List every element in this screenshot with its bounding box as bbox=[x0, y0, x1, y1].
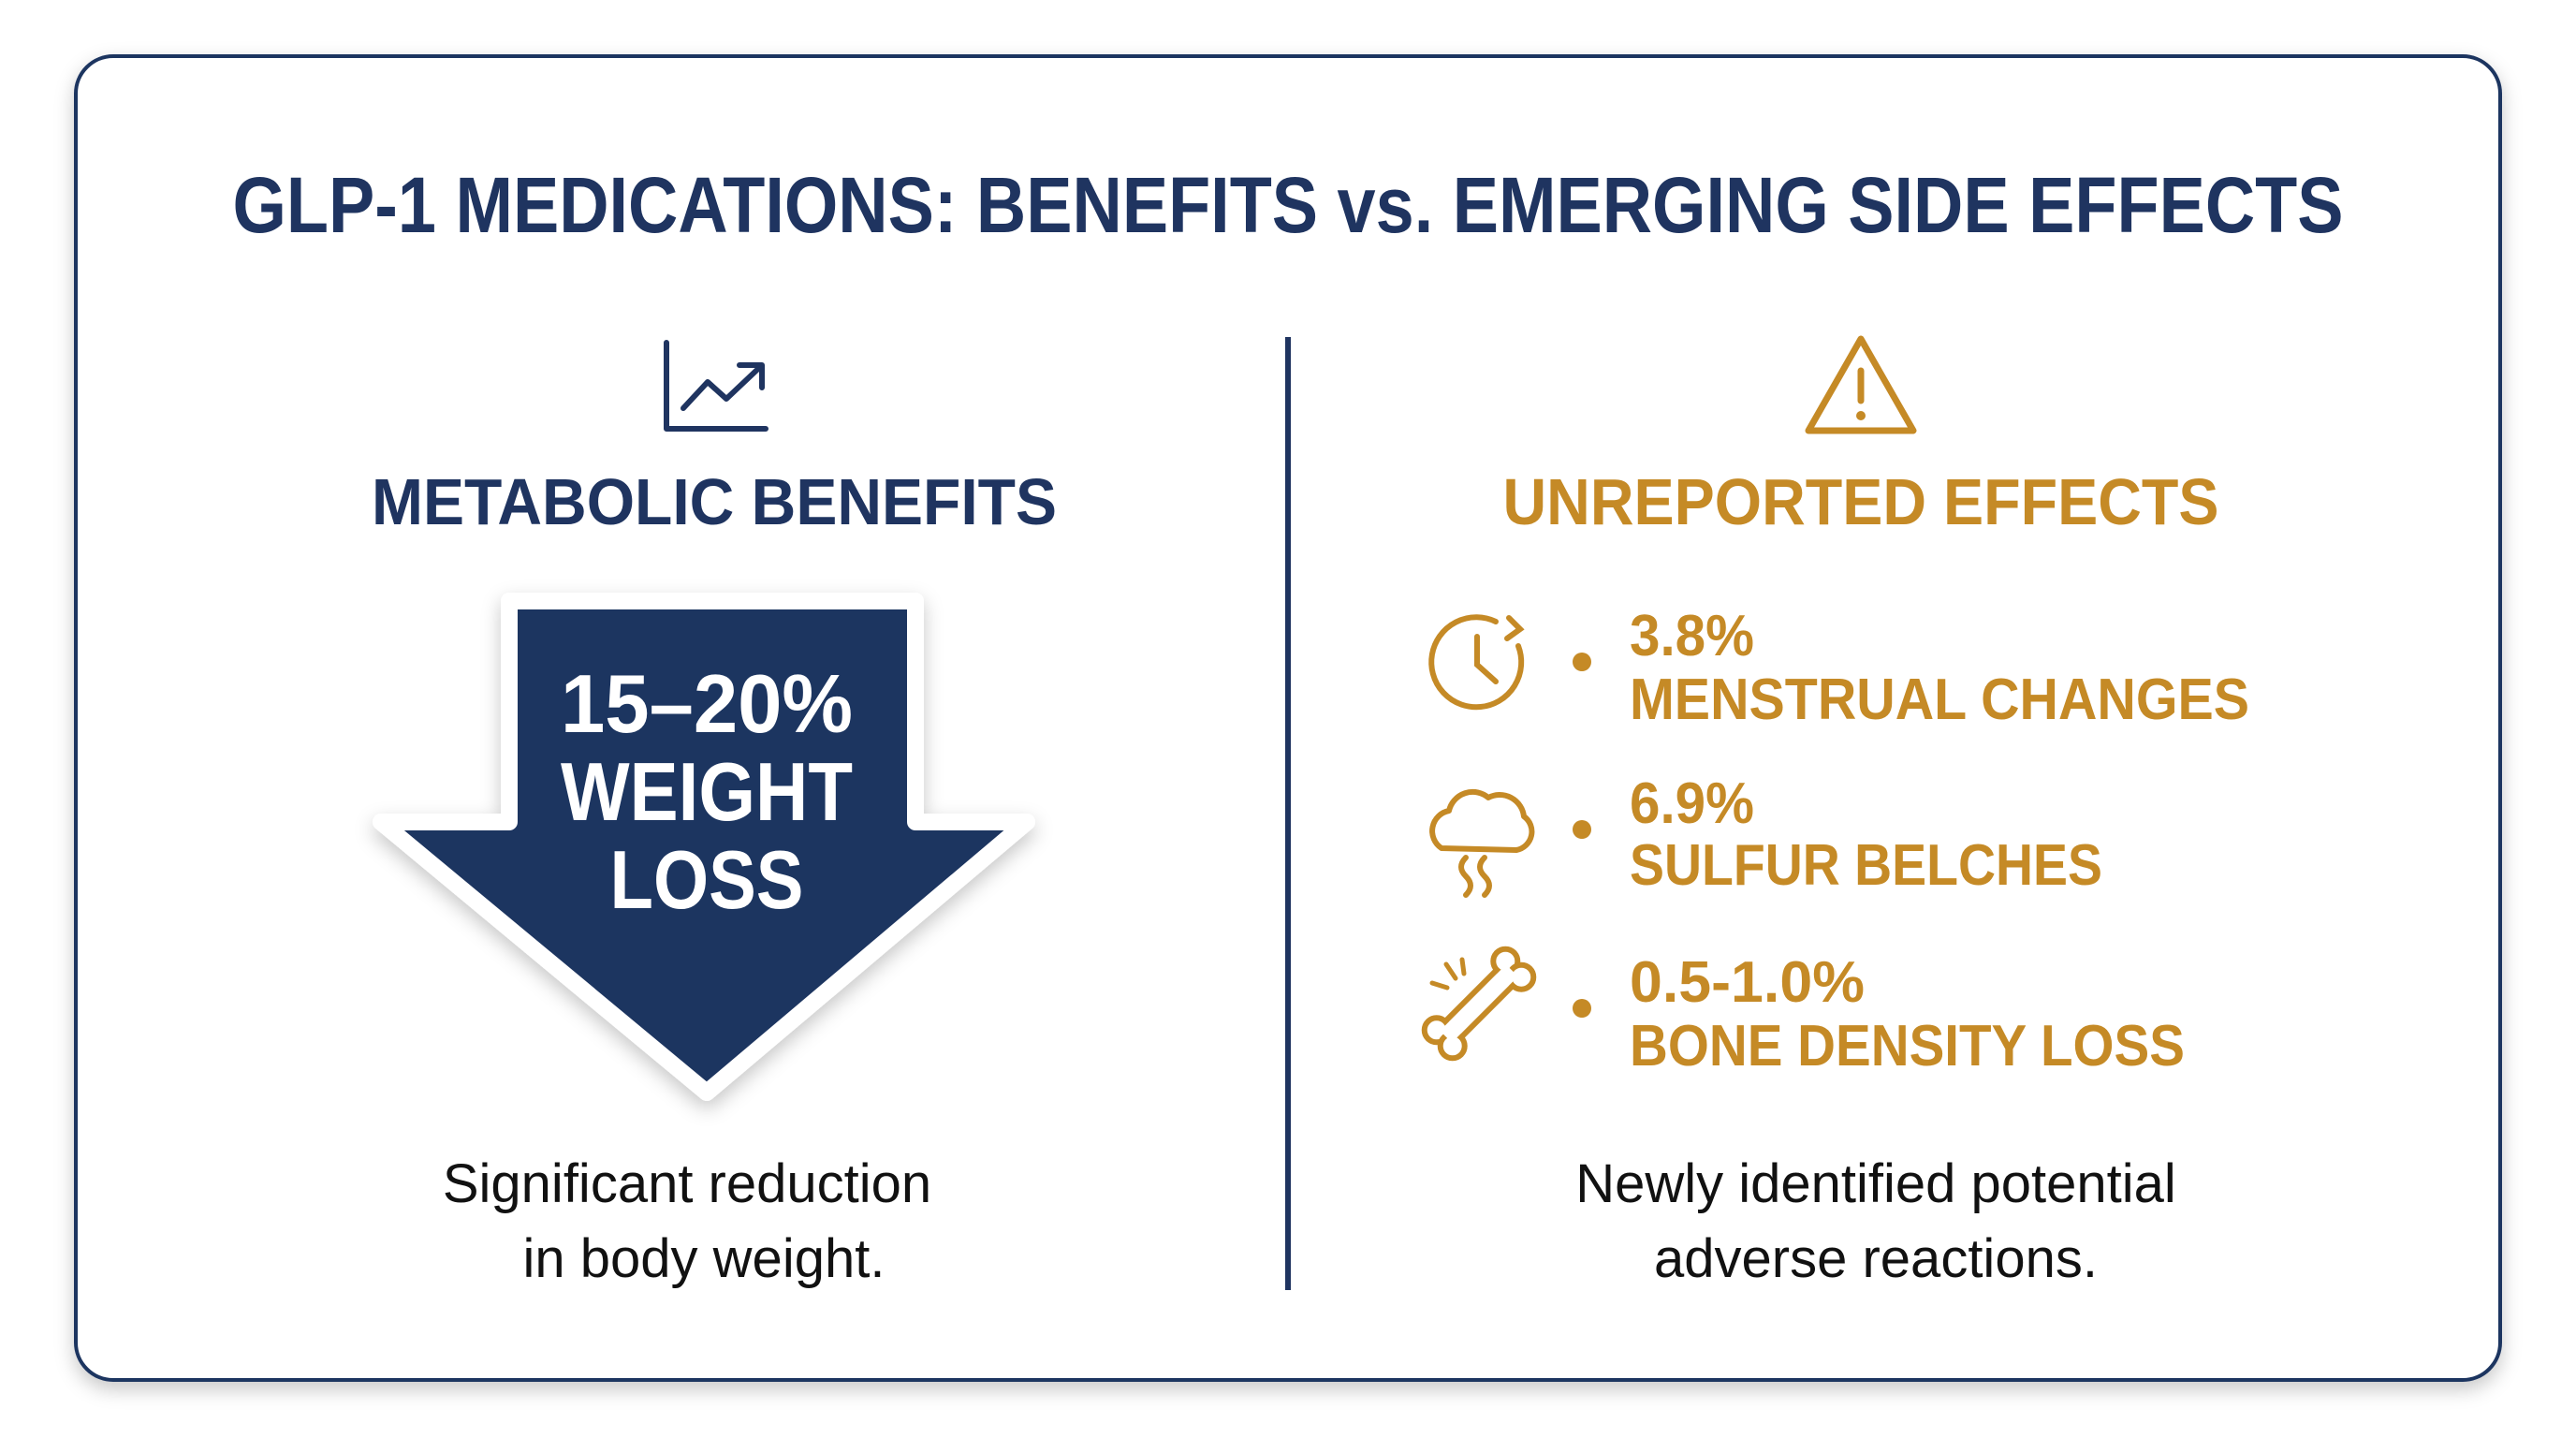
caption: Significant reduction bbox=[443, 1153, 931, 1214]
benefits-heading: METABOLIC BENEFITS bbox=[372, 465, 1057, 538]
caption: Newly identified potential bbox=[1575, 1153, 2176, 1214]
cloud-icon bbox=[1429, 789, 1535, 898]
effect-percent: 3.8% bbox=[1630, 604, 1754, 668]
arrow-text: LOSS bbox=[610, 833, 804, 926]
bullet bbox=[1573, 653, 1591, 671]
chart-icon bbox=[664, 340, 768, 432]
clock-icon bbox=[1428, 614, 1525, 711]
effect-label: BONE DENSITY LOSS bbox=[1630, 1014, 2185, 1078]
caption: in body weight. bbox=[523, 1228, 886, 1289]
warning-dot bbox=[1856, 411, 1866, 420]
title: GLP-1 MEDICATIONS: BENEFITS vs. EMERGING… bbox=[233, 161, 2344, 249]
effect-percent: 6.9% bbox=[1630, 771, 1754, 836]
caption: adverse reactions. bbox=[1654, 1228, 2098, 1289]
effect-label: MENSTRUAL CHANGES bbox=[1630, 668, 2249, 732]
bone-icon bbox=[1421, 946, 1537, 1062]
effect-percent: 0.5-1.0% bbox=[1630, 950, 1865, 1015]
bullet bbox=[1573, 820, 1591, 839]
effect-label: SULFUR BELCHES bbox=[1630, 833, 2102, 898]
effects-heading: UNREPORTED EFFECTS bbox=[1503, 465, 2219, 538]
arrow-text: WEIGHT bbox=[561, 745, 853, 838]
bullet bbox=[1573, 999, 1591, 1018]
down-arrow bbox=[373, 593, 1035, 1101]
warning-icon bbox=[1805, 335, 1917, 434]
arrow-text: 15–20% bbox=[561, 657, 853, 750]
